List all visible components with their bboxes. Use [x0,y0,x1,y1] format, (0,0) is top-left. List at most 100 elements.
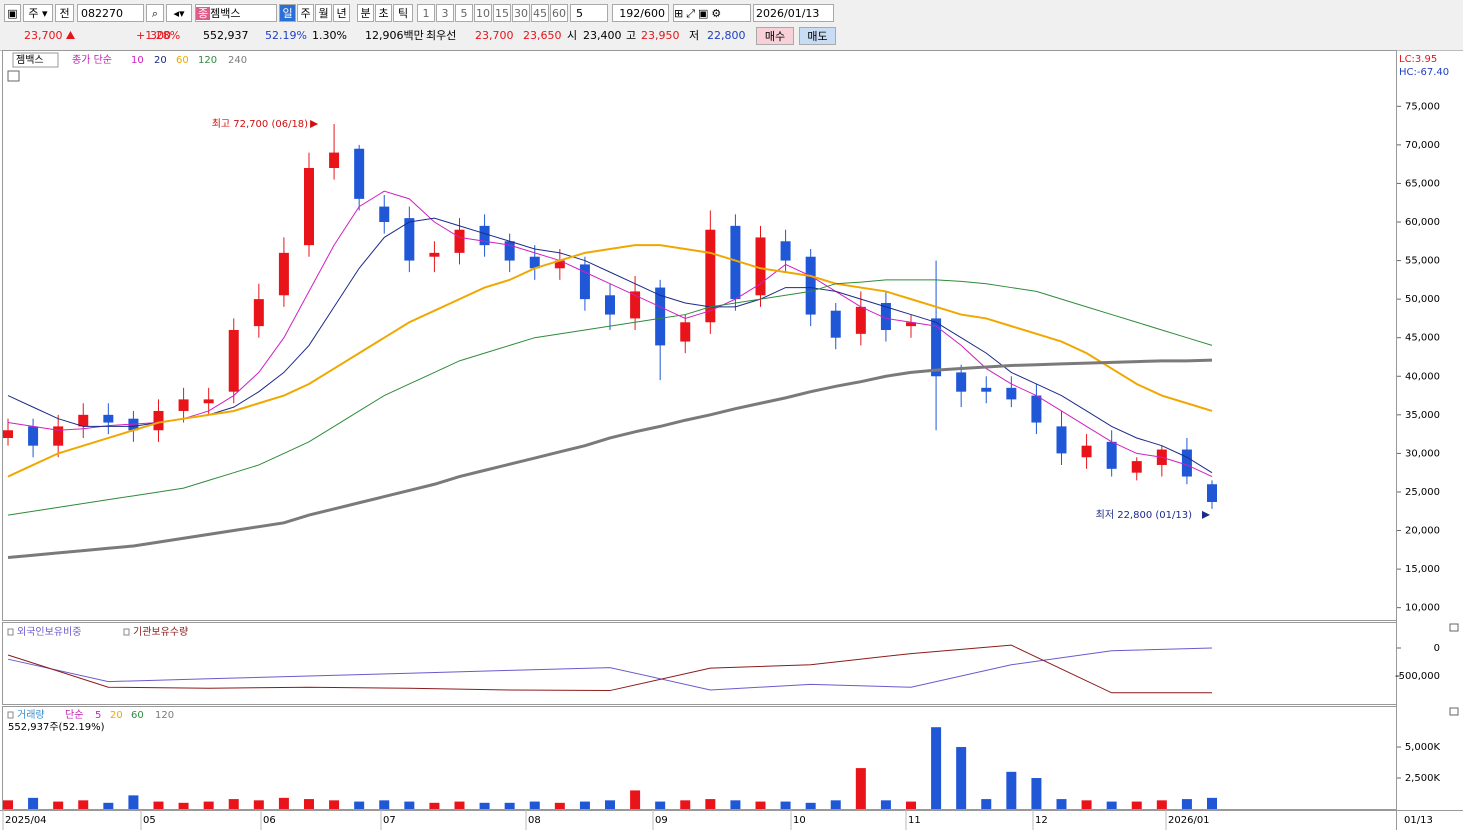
volume-bar [78,800,89,810]
legend-entry: 60 [176,55,189,66]
minute-button[interactable]: 45 [531,4,549,22]
tool-icons[interactable]: ⊞⤢▣⚙ [673,4,751,22]
candle-body [830,310,841,338]
volume-bar [1181,799,1192,810]
sell-button[interactable]: 매도 [799,27,836,45]
sound-button[interactable]: ◂▾ [166,4,192,22]
y-tick-label: 0 [1434,643,1440,654]
candle-body [605,295,615,315]
minute-button[interactable]: 1 [417,4,435,22]
minute-button[interactable]: 30 [512,4,530,22]
candle-body [1031,395,1042,423]
panel-icon [1449,623,1459,632]
hc-label: HC:-67.40 [1399,67,1449,78]
volume-bar [830,800,841,810]
date-box[interactable]: 2026/01/13 [753,4,834,22]
volume-bar [780,801,791,810]
y-tick-label: 20,000 [1405,526,1440,537]
holding-line [7,644,1212,694]
type-select[interactable]: 전 [55,4,74,22]
volume-bar [1056,799,1067,810]
lc-label: LC:3.95 [1399,54,1437,65]
badge: 종 [196,7,211,20]
max-annotation: 최고 72,700 (06/18) [212,118,308,130]
candle-body [906,322,916,327]
minute-button[interactable]: 5 [455,4,473,22]
candle-body [304,168,314,246]
volume-bar [906,801,916,810]
candle-body [379,206,390,223]
x-tick-label: 06 [263,815,276,826]
volume-bar [1106,801,1117,810]
period-button[interactable]: 초 [375,4,392,22]
volume-bar [304,799,314,810]
volume-ratio: 52.19% [265,29,307,42]
candle-body [103,414,114,423]
code-input[interactable]: 082270 [77,4,144,22]
name-box[interactable]: 종 젬백스 [195,4,277,22]
candle-body [228,329,239,392]
minute-button[interactable]: 10 [474,4,492,22]
low: 22,800 [707,29,746,42]
volume-bar [178,802,189,810]
y-tick-label: 40,000 [1405,371,1440,382]
legend-entry: 20 [110,710,123,721]
candle-body [981,387,992,392]
volume-bar [53,801,64,810]
x-tick-label: 05 [143,815,156,826]
candle-body [855,306,866,334]
volume-bar [855,768,866,810]
bid: 23,650 [523,29,562,42]
market-select[interactable]: 주 ▾ [23,4,53,22]
menu-icon[interactable]: ▣ [4,4,21,22]
custom-select[interactable]: 5 [570,4,608,22]
minute-button[interactable]: 60 [550,4,568,22]
minute-button[interactable]: 3 [436,4,454,22]
volume-bar [504,802,515,810]
candle-body [956,372,967,392]
buy-button[interactable]: 매수 [756,27,794,45]
period-button[interactable]: 월 [315,4,332,22]
amount: 12,906백만 [365,29,424,42]
period-button[interactable]: 주 [297,4,314,22]
price: 23,700 [24,27,75,45]
count-box[interactable]: 192/600 [612,4,669,22]
y-tick-label: 70,000 [1405,140,1440,151]
y-tick-label: -500,000 [1395,671,1440,682]
volume-summary: 552,937주(52.19%) [8,722,105,733]
volume-bar [655,801,666,810]
y-tick-label: 75,000 [1405,101,1440,112]
minute-button[interactable]: 15 [493,4,511,22]
volume-bar [479,802,490,810]
candle-body [805,256,816,315]
period-button[interactable]: 틱 [393,4,413,22]
ma-line [7,358,1213,560]
volume-bar [805,802,816,810]
period-button[interactable]: 분 [357,4,374,22]
candle-body [504,241,515,261]
period-button[interactable]: 일 [279,4,296,22]
market: 주 [28,7,39,20]
candle-body [730,225,741,300]
y-tick-label: 60,000 [1405,217,1440,228]
candle-body [1056,426,1067,454]
volume-bar [1156,800,1167,810]
turnover: 1.30% [312,29,347,42]
candle-body [203,399,214,404]
candle-body [78,414,89,427]
volume-bar [28,797,39,810]
candle-body [354,148,365,199]
period-button[interactable]: 년 [333,4,350,22]
candle-body [28,426,39,446]
y-tick-label: 30,000 [1405,448,1440,459]
search-button[interactable]: ⌕ [146,4,164,22]
legend-entry: 10 [131,55,144,66]
volume-bar [128,795,139,810]
y-tick-label: 25,000 [1405,487,1440,498]
volume-panel [2,706,1397,810]
volume-bar [354,801,365,810]
rate: +1.28% [136,29,181,42]
volume-bar [956,747,967,810]
up-arrow [66,31,75,39]
